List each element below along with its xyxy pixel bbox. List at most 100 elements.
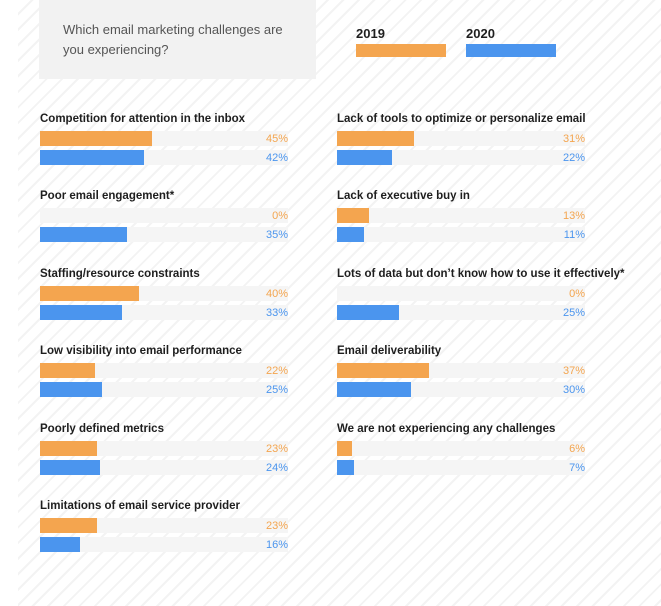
bar-2020	[40, 305, 122, 320]
bar-track	[337, 208, 585, 223]
bar-row-2019: 13%	[337, 208, 585, 223]
bar-2020	[337, 150, 392, 165]
legend-2019: 2019	[356, 27, 446, 57]
bar-row-2020: 11%	[337, 227, 585, 242]
bar-value-label: 7%	[569, 462, 585, 474]
legend-2020-swatch	[466, 44, 556, 57]
bar-value-label: 16%	[265, 539, 288, 551]
bar-value-label: 33%	[265, 307, 288, 319]
legend-2020-label: 2020	[466, 26, 495, 41]
bar-track	[40, 460, 288, 475]
question-text: Which email marketing challenges are you…	[63, 22, 283, 57]
challenge-item: We are not experiencing any challenges 6%…	[337, 422, 585, 475]
challenge-label: Staffing/resource constraints	[40, 268, 200, 280]
bar-track	[337, 227, 585, 242]
challenge-item: Poor email engagement* 0% 35%	[40, 189, 288, 242]
bar-row-2020: 24%	[40, 460, 288, 475]
challenge-label: Low visibility into email performance	[40, 345, 242, 357]
bar-value-label: 40%	[265, 288, 288, 300]
bar-2019	[337, 131, 414, 146]
bar-2020	[337, 227, 365, 242]
bar-2019	[40, 286, 140, 301]
bar-track	[337, 150, 585, 165]
bar-2019	[40, 363, 95, 378]
challenge-item: Limitations of email service provider 23%…	[40, 499, 288, 552]
bar-track	[40, 382, 288, 397]
bar-row-2020: 35%	[40, 227, 288, 242]
bar-2020	[337, 305, 399, 320]
challenge-label: Poor email engagement*	[40, 190, 175, 202]
challenge-label: Lack of tools to optimize or personalize…	[337, 113, 586, 125]
challenge-item: Low visibility into email performance 22%…	[40, 344, 288, 397]
bar-2020	[337, 460, 355, 475]
bar-2019	[337, 208, 370, 223]
bar-row-2020: 16%	[40, 537, 288, 552]
bar-value-label: 0%	[569, 288, 585, 300]
challenge-label: Email deliverability	[337, 345, 442, 357]
bar-row-2019: 23%	[40, 518, 288, 533]
challenge-label: Limitations of email service provider	[40, 500, 241, 512]
bar-2019	[40, 441, 98, 456]
bar-track	[337, 441, 585, 456]
bar-row-2019: 37%	[337, 363, 585, 378]
bar-2019	[40, 131, 152, 146]
bar-value-label: 25%	[562, 307, 585, 319]
legend-2019-label: 2019	[356, 26, 385, 41]
bar-row-2020: 25%	[40, 382, 288, 397]
bar-row-2019: 31%	[337, 131, 585, 146]
bar-value-label: 42%	[265, 152, 288, 164]
bar-value-label: 24%	[265, 462, 288, 474]
challenge-label: We are not experiencing any challenges	[337, 423, 556, 435]
bar-track	[337, 305, 585, 320]
bar-row-2019: 0%	[40, 208, 288, 223]
bar-2020	[40, 227, 127, 242]
bar-track	[40, 363, 288, 378]
bar-row-2020: 42%	[40, 150, 288, 165]
bar-track	[337, 286, 585, 301]
bar-value-label: 45%	[265, 133, 288, 145]
bar-2020	[40, 537, 80, 552]
bar-value-label: 6%	[569, 443, 585, 455]
bar-track	[337, 460, 585, 475]
bar-row-2020: 22%	[337, 150, 585, 165]
bar-track	[40, 208, 288, 223]
background-pattern	[18, 0, 661, 606]
challenge-item: Poorly defined metrics 23% 24%	[40, 422, 288, 475]
bar-value-label: 30%	[562, 384, 585, 396]
bar-2019	[337, 441, 352, 456]
bar-value-label: 35%	[265, 229, 288, 241]
bar-2020	[40, 460, 100, 475]
bar-value-label: 31%	[562, 133, 585, 145]
bar-row-2020: 30%	[337, 382, 585, 397]
bar-2020	[40, 382, 102, 397]
challenge-item: Lots of data but don’t know how to use i…	[337, 267, 625, 320]
bar-value-label: 22%	[265, 365, 288, 377]
bar-2019	[337, 363, 429, 378]
challenge-item: Competition for attention in the inbox 45…	[40, 112, 288, 165]
legend-2019-swatch	[356, 44, 446, 57]
bar-row-2020: 7%	[337, 460, 585, 475]
bar-track	[40, 441, 288, 456]
challenge-item: Staffing/resource constraints 40% 33%	[40, 267, 288, 320]
bar-track	[40, 518, 288, 533]
bar-row-2020: 33%	[40, 305, 288, 320]
challenge-label: Lack of executive buy in	[337, 190, 470, 202]
bar-value-label: 23%	[265, 443, 288, 455]
bar-row-2019: 6%	[337, 441, 585, 456]
bar-value-label: 23%	[265, 520, 288, 532]
challenge-label: Poorly defined metrics	[40, 423, 164, 435]
challenge-item: Lack of tools to optimize or personalize…	[337, 112, 586, 165]
bar-track	[40, 537, 288, 552]
challenge-label: Competition for attention in the inbox	[40, 113, 246, 125]
question-box: Which email marketing challenges are you…	[39, 0, 316, 79]
bar-value-label: 0%	[272, 210, 288, 222]
bar-row-2019: 0%	[337, 286, 585, 301]
challenge-item: Email deliverability 37% 30%	[337, 344, 585, 397]
bar-row-2020: 25%	[337, 305, 585, 320]
bar-2019	[40, 518, 98, 533]
bar-row-2019: 22%	[40, 363, 288, 378]
bar-row-2019: 40%	[40, 286, 288, 301]
legend-2020: 2020	[466, 27, 556, 57]
bar-row-2019: 45%	[40, 131, 288, 146]
challenge-label: Lots of data but don’t know how to use i…	[337, 268, 625, 280]
